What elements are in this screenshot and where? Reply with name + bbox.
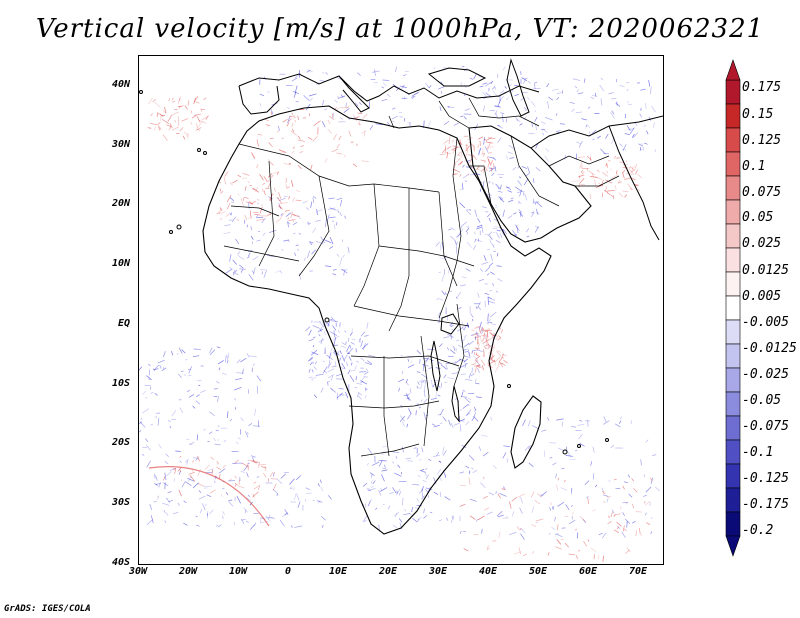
india-coast	[608, 125, 660, 241]
y-tick-40n: 40N	[111, 79, 130, 90]
colorbar-label-15: -0.125	[742, 471, 789, 486]
colorbar-label-17: -0.2	[742, 523, 774, 538]
x-tick-40e: 40E	[478, 566, 498, 577]
colorbar-label-13: -0.075	[742, 419, 789, 434]
colorbar-label-11: -0.025	[742, 367, 789, 382]
y-tick-20s: 20S	[111, 437, 130, 448]
colorbar-swatch	[725, 103, 741, 129]
colorbar-swatch	[725, 199, 741, 225]
colorbar-label-6: 0.025	[742, 236, 782, 251]
footer-credit: GrADS: IGES/COLA	[4, 604, 91, 614]
colorbar-swatch	[725, 151, 741, 177]
y-tick-20n: 20N	[111, 198, 130, 209]
madagascar-outline	[510, 395, 542, 469]
colorbar-label-8: 0.005	[742, 289, 782, 304]
colorbar-swatch	[725, 439, 741, 465]
x-tick-20e: 20E	[378, 566, 398, 577]
colorbar-swatch	[725, 319, 741, 345]
colorbar-swatch	[725, 295, 741, 321]
lake-tanganyika	[430, 340, 441, 392]
colorbar-label-9: -0.005	[742, 315, 789, 330]
lake-malawi	[451, 385, 460, 423]
colorbar-swatch	[725, 487, 741, 513]
colorbar-label-2: 0.125	[742, 133, 782, 148]
nile-river	[438, 137, 462, 319]
colorbar-swatch	[725, 463, 741, 489]
islands	[139, 90, 609, 455]
ascent-streaks	[139, 65, 661, 540]
y-tick-10s: 10S	[111, 378, 130, 389]
colorbar-swatch	[725, 127, 741, 153]
caspian-outline	[506, 58, 530, 117]
y-tick-30n: 30N	[111, 139, 130, 150]
y-tick-40s: 40S	[111, 557, 130, 568]
x-tick-10w: 10W	[228, 566, 248, 577]
colorbar-label-1: 0.15	[742, 107, 774, 122]
colorbar-label-16: -0.175	[742, 497, 789, 512]
map-svg	[139, 58, 663, 562]
colorbar-swatch	[725, 79, 741, 105]
colorbar-min-arrow	[725, 535, 741, 557]
italy-outline	[338, 75, 370, 113]
colorbar	[725, 59, 741, 557]
colorbar-label-3: 0.1	[742, 159, 766, 174]
iberia-outline	[238, 85, 280, 115]
colorbar-label-10: -0.0125	[742, 341, 797, 356]
colorbar-label-12: -0.05	[742, 393, 782, 408]
chart-title: Vertical velocity [m/s] at 1000hPa, VT: …	[35, 14, 765, 44]
x-tick-30e: 30E	[428, 566, 448, 577]
black-sea-outline	[427, 67, 487, 87]
colorbar-label-4: 0.075	[742, 185, 782, 200]
map-plot-area	[138, 55, 664, 565]
x-tick-50e: 50E	[528, 566, 548, 577]
persian-gulf-coast	[530, 115, 663, 149]
europe-coastline	[238, 73, 540, 102]
x-tick-70e: 70E	[628, 566, 648, 577]
colorbar-label-5: 0.05	[742, 210, 774, 225]
colorbar-label-7: 0.0125	[742, 263, 789, 278]
colorbar-swatch	[725, 367, 741, 393]
y-tick-10n: 10N	[111, 258, 130, 269]
x-tick-60e: 60E	[578, 566, 598, 577]
colorbar-swatch	[725, 511, 741, 537]
x-tick-10e: 10E	[328, 566, 348, 577]
colorbar-max-arrow	[725, 59, 741, 81]
colorbar-swatch	[725, 175, 741, 201]
colorbar-label-0: 0.175	[742, 80, 782, 95]
y-tick-30s: 30S	[111, 497, 130, 508]
lake-victoria	[440, 313, 460, 335]
colorbar-swatch	[725, 343, 741, 369]
x-tick-30w: 30W	[128, 566, 148, 577]
colorbar-swatch	[725, 415, 741, 441]
x-tick-20w: 20W	[178, 566, 198, 577]
africa-coastline	[202, 105, 552, 535]
colorbar-label-14: -0.1	[742, 445, 774, 460]
colorbar-swatch	[725, 223, 741, 249]
y-tick-eq: EQ	[117, 318, 130, 329]
colorbar-swatch	[725, 391, 741, 417]
arabia-outline	[468, 125, 592, 243]
x-tick-0: 0	[284, 566, 292, 577]
colorbar-swatch	[725, 247, 741, 273]
colorbar-swatch	[725, 271, 741, 297]
descent-streaks	[147, 96, 653, 562]
